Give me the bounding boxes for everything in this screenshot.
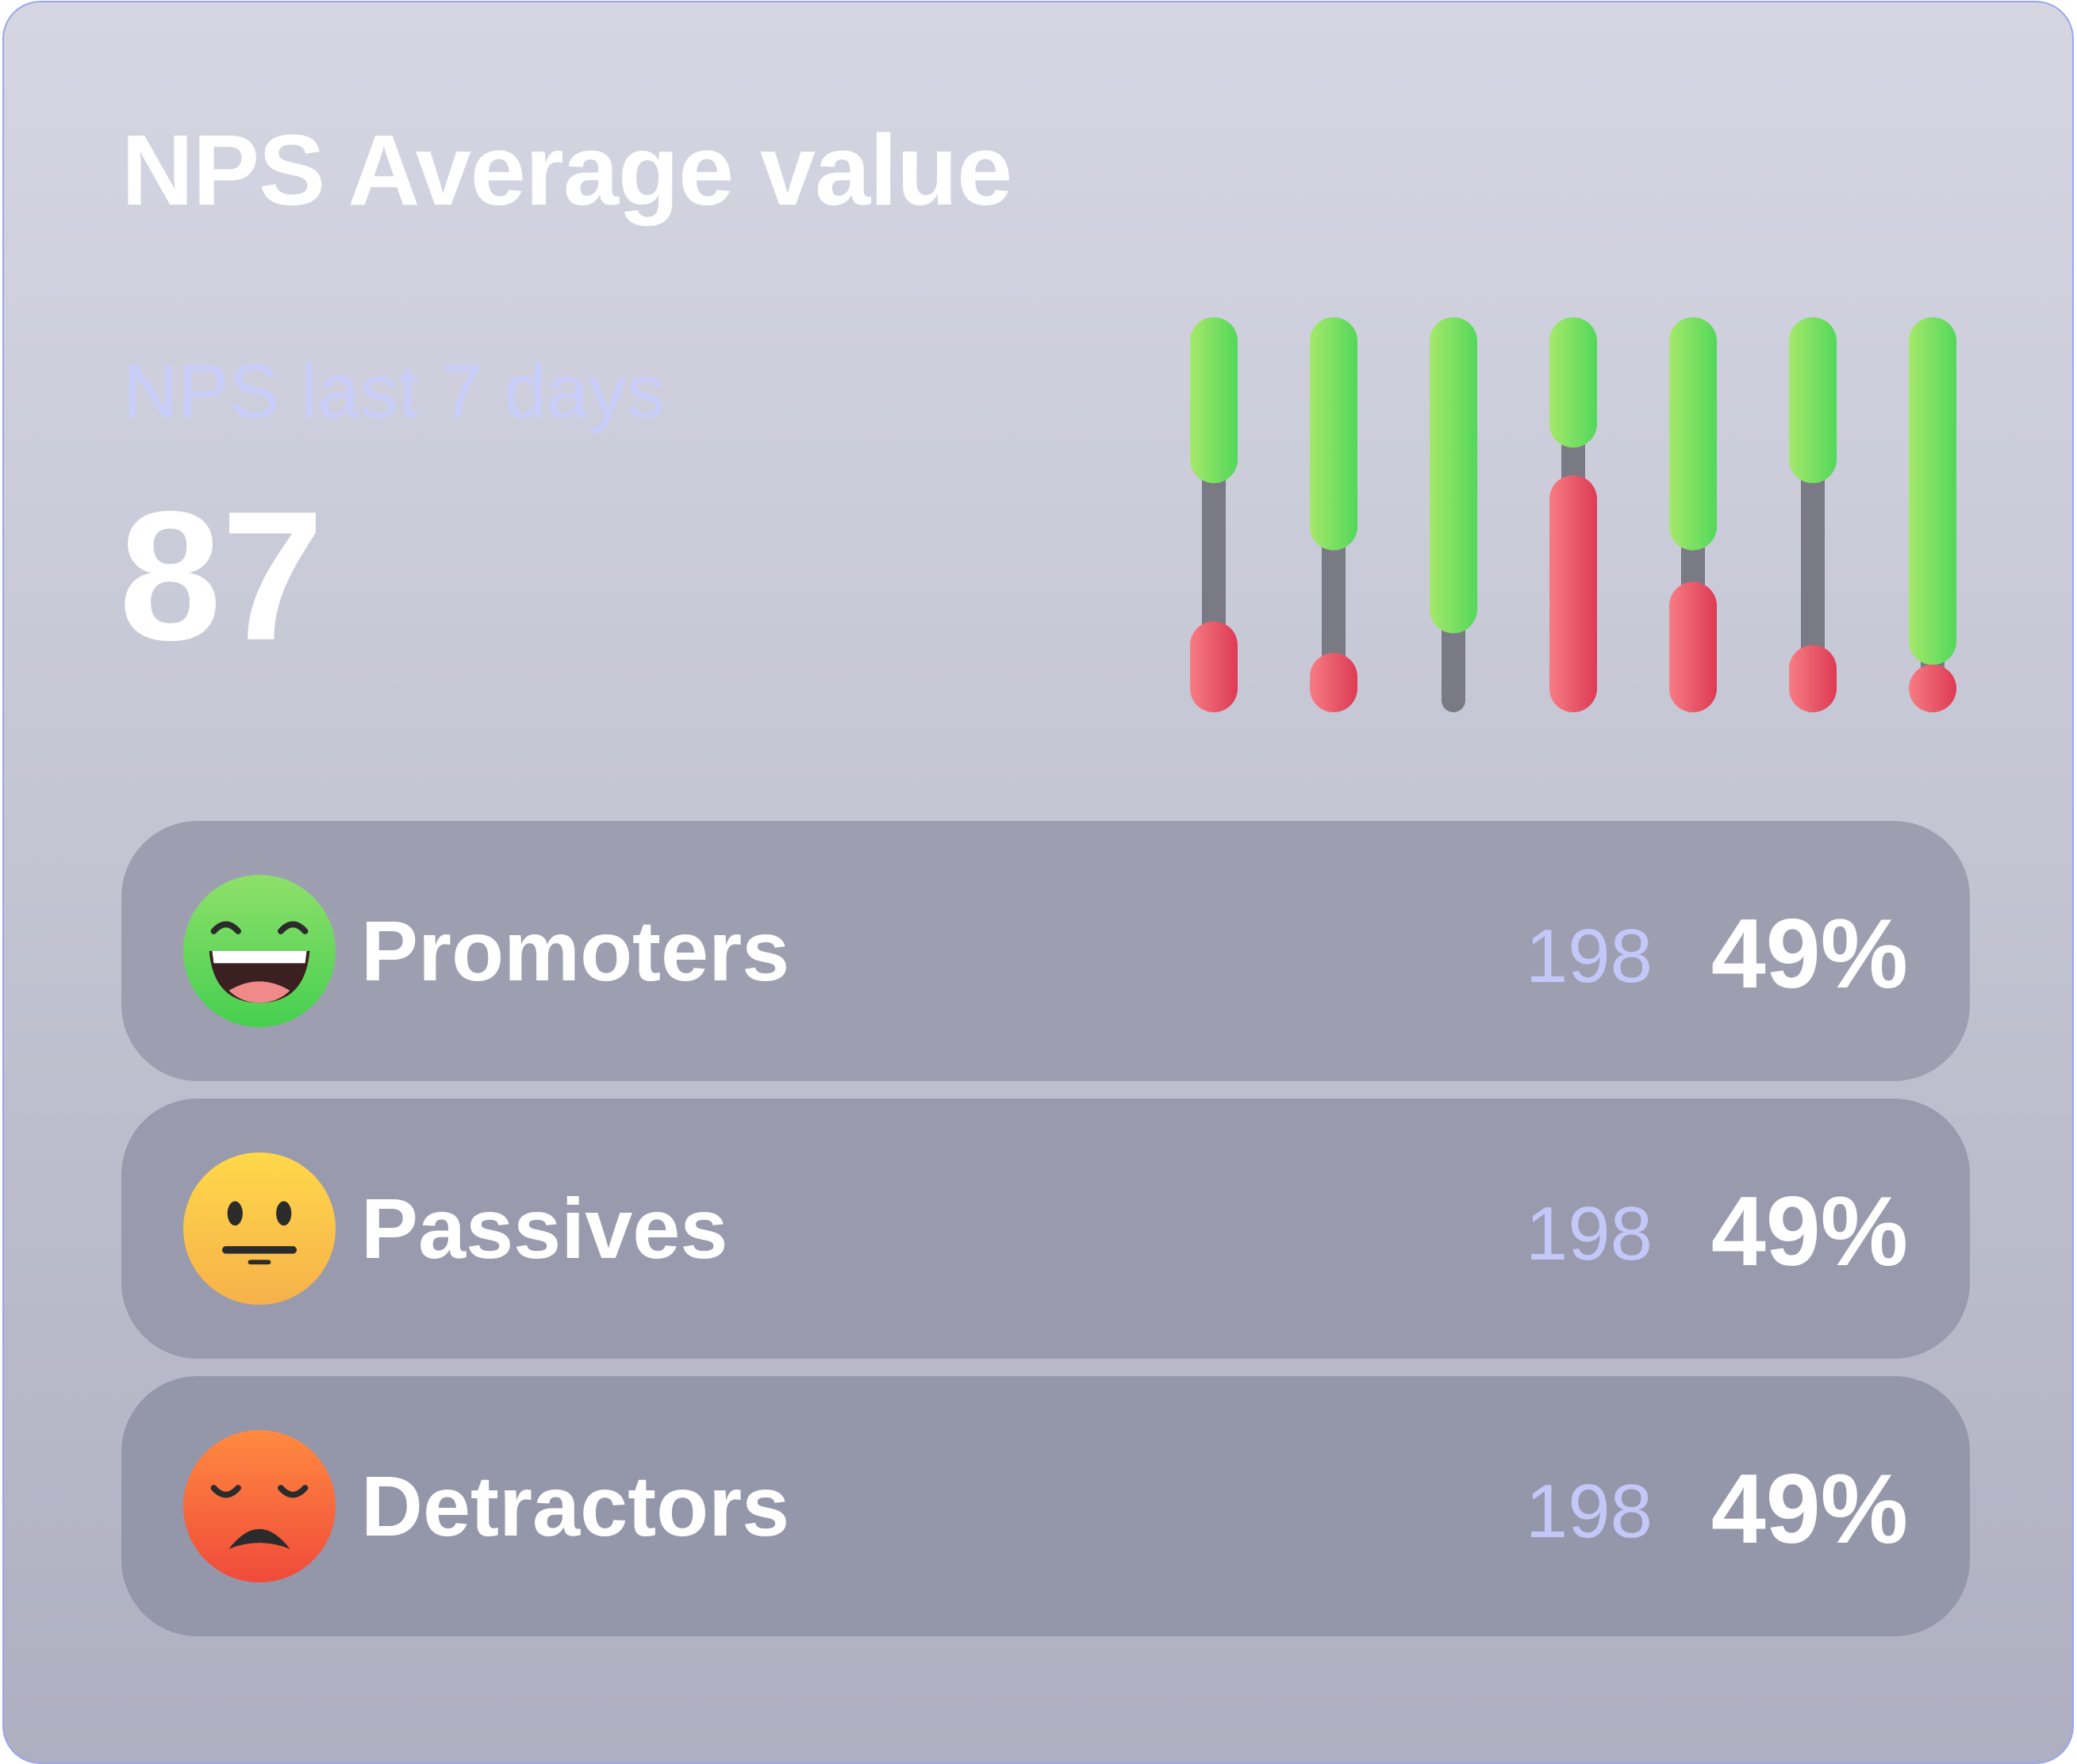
promoters-count: 198 xyxy=(1525,914,1653,999)
day-bar-6 xyxy=(1789,317,1837,712)
period-label: NPS last 7 days xyxy=(123,349,665,434)
detractors-row: Detractors 198 49% xyxy=(121,1376,1970,1636)
detractors-count: 198 xyxy=(1525,1469,1653,1554)
nps-daily-bar-chart xyxy=(1190,317,1956,712)
day-bar-3 xyxy=(1430,317,1477,712)
promoter-bar xyxy=(1669,317,1717,550)
card-title: NPS Average value xyxy=(121,114,1012,226)
day-bar-5 xyxy=(1669,317,1717,712)
detractor-bar xyxy=(1789,645,1837,712)
day-bar-4 xyxy=(1549,317,1597,712)
promoter-bar xyxy=(1909,317,1956,665)
detractor-bar xyxy=(1549,475,1597,712)
promoters-label: Promoters xyxy=(361,903,790,999)
day-bar-7 xyxy=(1909,317,1956,712)
weary-face-icon xyxy=(183,1430,336,1582)
detractors-percent: 49% xyxy=(1710,1455,1908,1564)
detractor-bar xyxy=(1909,665,1956,712)
day-bar-2 xyxy=(1310,317,1357,712)
promoter-bar xyxy=(1789,317,1837,484)
promoter-bar xyxy=(1549,317,1597,448)
promoter-bar xyxy=(1190,317,1238,484)
detractors-label: Detractors xyxy=(361,1458,790,1554)
promoter-bar xyxy=(1310,317,1357,550)
nps-value: 87 xyxy=(119,474,324,679)
detractor-bar xyxy=(1310,653,1357,712)
detractor-bar xyxy=(1190,621,1238,712)
promoters-percent: 49% xyxy=(1710,899,1908,1009)
promoters-row: Promoters 198 49% xyxy=(121,821,1970,1081)
passives-row: Passives 198 49% xyxy=(121,1099,1970,1359)
detractor-bar xyxy=(1669,581,1717,712)
passives-count: 198 xyxy=(1525,1191,1653,1276)
neutral-face-icon xyxy=(183,1152,336,1305)
grinning-face-icon xyxy=(183,875,336,1027)
promoter-bar xyxy=(1430,317,1477,634)
passives-label: Passives xyxy=(361,1180,728,1276)
day-bar-1 xyxy=(1190,317,1238,712)
passives-percent: 49% xyxy=(1710,1177,1908,1287)
